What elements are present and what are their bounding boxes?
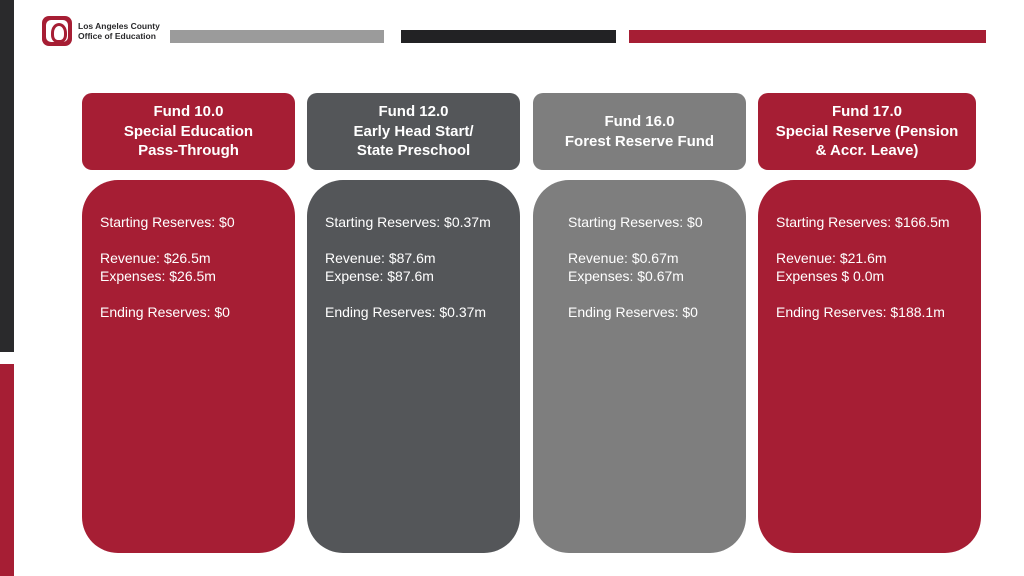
- header-strip-red: [629, 30, 986, 43]
- header-strip-gray: [170, 30, 384, 43]
- fund-title-line: Fund 12.0: [378, 103, 449, 121]
- fund-17-details: Starting Reserves: $166.5m Revenue: $21.…: [758, 180, 981, 553]
- left-accent-bar-red: [0, 364, 14, 576]
- lacoe-logo: Los Angeles County Office of Education: [42, 14, 182, 48]
- fund-title-line: State Preschool: [356, 142, 471, 160]
- fund-title-line: Early Head Start/: [353, 122, 474, 140]
- logo-line-1: Los Angeles County: [78, 21, 160, 31]
- expenses: Expenses: $26.5m: [100, 268, 216, 284]
- fund-title-line: Fund 17.0: [831, 103, 902, 121]
- logo-line-2: Office of Education: [78, 31, 156, 41]
- fund-17-header: Fund 17.0 Special Reserve (Pension & Acc…: [758, 93, 976, 170]
- left-accent-bar-dark: [0, 0, 14, 352]
- revenue: Revenue: $26.5m: [100, 250, 211, 266]
- expenses: Expense: $87.6m: [325, 268, 434, 284]
- fund-title-line: Fund 16.0: [604, 113, 675, 130]
- fund-title-line: Special Reserve (Pension: [775, 122, 959, 140]
- fund-title-line: Forest Reserve Fund: [564, 132, 715, 150]
- ending-reserves: Ending Reserves: $0: [100, 304, 230, 320]
- fund-title-line: Pass-Through: [138, 142, 239, 160]
- fund-title-line: Fund 10.0: [153, 103, 224, 121]
- revenue: Revenue: $0.67m: [568, 250, 679, 266]
- revenue: Revenue: $21.6m: [776, 250, 887, 266]
- fund-16-details: Starting Reserves: $0 Revenue: $0.67m Ex…: [533, 180, 746, 553]
- header-strip-dark: [401, 30, 616, 43]
- fund-title-line: & Accr. Leave): [815, 142, 919, 160]
- fund-12-header: Fund 12.0 Early Head Start/ State Presch…: [307, 93, 520, 170]
- fund-12-details: Starting Reserves: $0.37m Revenue: $87.6…: [307, 180, 520, 553]
- starting-reserves: Starting Reserves: $166.5m: [776, 214, 950, 230]
- ending-reserves: Ending Reserves: $0.37m: [325, 304, 487, 320]
- fund-16-header: Fund 16.0 Forest Reserve Fund: [533, 93, 746, 170]
- starting-reserves: Starting Reserves: $0.37m: [325, 214, 491, 230]
- starting-reserves: Starting Reserves: $0: [100, 214, 235, 230]
- fund-title-line: Special Education: [123, 122, 254, 140]
- fund-10-header: Fund 10.0 Special Education Pass-Through: [82, 93, 295, 170]
- ending-reserves: Ending Reserves: $188.1m: [776, 304, 945, 320]
- ending-reserves: Ending Reserves: $0: [568, 304, 698, 320]
- logo-text: Los Angeles County Office of Education: [78, 21, 160, 41]
- lacoe-logo-icon: [42, 16, 72, 46]
- expenses: Expenses $ 0.0m: [776, 268, 885, 284]
- expenses: Expenses: $0.67m: [568, 268, 684, 284]
- revenue: Revenue: $87.6m: [325, 250, 436, 266]
- fund-10-details: Starting Reserves: $0 Revenue: $26.5m Ex…: [82, 180, 295, 553]
- starting-reserves: Starting Reserves: $0: [568, 214, 703, 230]
